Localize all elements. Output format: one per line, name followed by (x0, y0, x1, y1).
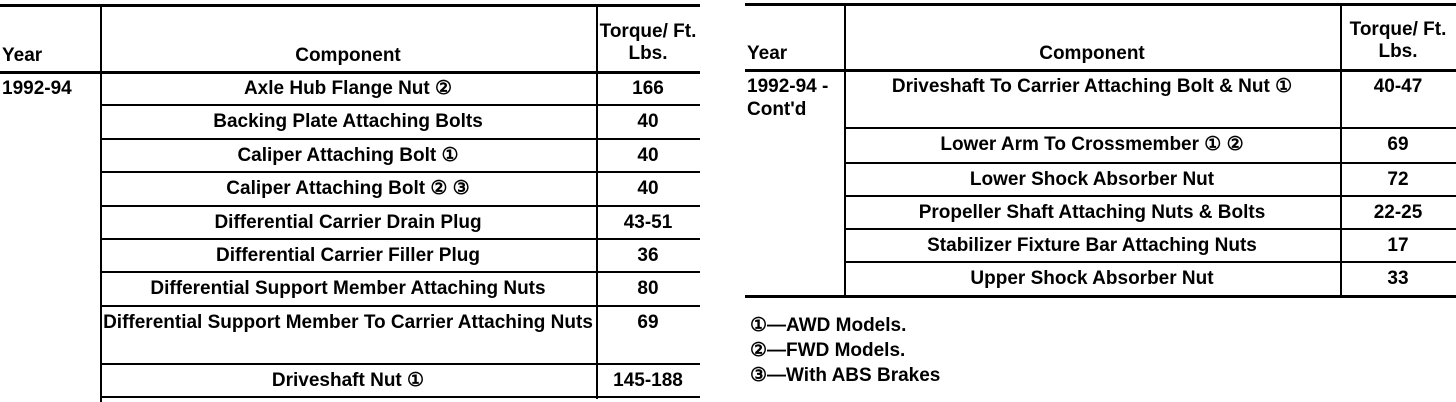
torque-cell: 40 (637, 145, 659, 166)
column-divider (1340, 6, 1342, 298)
column-divider (844, 6, 846, 297)
footnote: ②—FWD Models. (750, 340, 906, 361)
row-rule (844, 162, 1456, 164)
row-rule (100, 238, 700, 240)
header-torque: Torque/ Ft. Lbs. (599, 21, 697, 64)
torque-cell: 36 (637, 245, 659, 266)
component-cell: Differential Carrier Filler Plug (216, 245, 480, 266)
row-rule (844, 195, 1456, 197)
year-cell: 1992-94 (2, 78, 72, 99)
torque-cell: 69 (637, 312, 659, 333)
torque-cell: 17 (1387, 235, 1409, 256)
torque-cell: 80 (637, 278, 659, 299)
footnote: ③—With ABS Brakes (750, 365, 941, 386)
component-cell: Driveshaft To Carrier Attaching Bolt & N… (891, 76, 1293, 97)
component-cell: Differential Carrier Drain Plug (214, 212, 482, 233)
table-top-rule (0, 4, 700, 7)
row-rule (100, 171, 700, 173)
torque-cell: 43-51 (623, 212, 673, 233)
header-year: Year (2, 45, 43, 66)
header-component: Component (1039, 43, 1145, 64)
torque-cell: 33 (1387, 268, 1409, 289)
row-rule (100, 271, 700, 273)
component-cell: Lower Shock Absorber Nut (969, 169, 1215, 190)
torque-cell: 22-25 (1373, 202, 1423, 223)
torque-cell: 72 (1387, 169, 1409, 190)
table-top-rule (745, 3, 1456, 6)
header-component: Component (295, 45, 401, 66)
row-rule (100, 363, 700, 365)
year-cell: 1992-94 -Cont'd (747, 76, 829, 120)
torque-cell: 166 (632, 78, 664, 99)
component-cell: Stabilizer Fixture Bar Attaching Nuts (927, 235, 1257, 256)
component-cell: Driveshaft Nut ① (271, 370, 425, 391)
column-divider (596, 7, 598, 399)
component-cell: Lower Arm To Crossmember ① ② (940, 134, 1244, 155)
torque-cell: 40 (637, 178, 659, 199)
torque-cell: 145-188 (613, 370, 683, 391)
component-cell: Upper Shock Absorber Nut (970, 268, 1214, 289)
row-rule (844, 127, 1456, 129)
row-rule (100, 104, 700, 106)
torque-cell: 40 (637, 111, 659, 132)
row-rule (100, 396, 700, 398)
footnote: ①—AWD Models. (750, 315, 907, 336)
component-cell: Propeller Shaft Attaching Nuts & Bolts (918, 202, 1266, 223)
component-cell: Backing Plate Attaching Bolts (213, 111, 483, 132)
torque-cell: 40-47 (1373, 76, 1423, 97)
row-rule (100, 205, 700, 207)
row-rule (844, 261, 1456, 263)
row-rule (844, 228, 1456, 230)
header-torque: Torque/ Ft. Lbs. (1349, 19, 1447, 62)
torque-cell: 69 (1387, 134, 1409, 155)
component-cell: Differential Support Member To Carrier A… (103, 312, 593, 333)
row-rule (745, 295, 1456, 298)
row-rule (100, 305, 700, 307)
column-divider (100, 7, 102, 402)
row-rule (100, 138, 700, 140)
component-cell: Differential Support Member Attaching Nu… (150, 278, 546, 299)
component-cell: Caliper Attaching Bolt ② ③ (226, 178, 470, 199)
component-cell: Axle Hub Flange Nut ② (243, 78, 453, 99)
component-cell: Caliper Attaching Bolt ① (237, 145, 459, 166)
header-rule (745, 69, 1456, 72)
header-year: Year (747, 43, 788, 64)
header-rule (0, 71, 700, 74)
